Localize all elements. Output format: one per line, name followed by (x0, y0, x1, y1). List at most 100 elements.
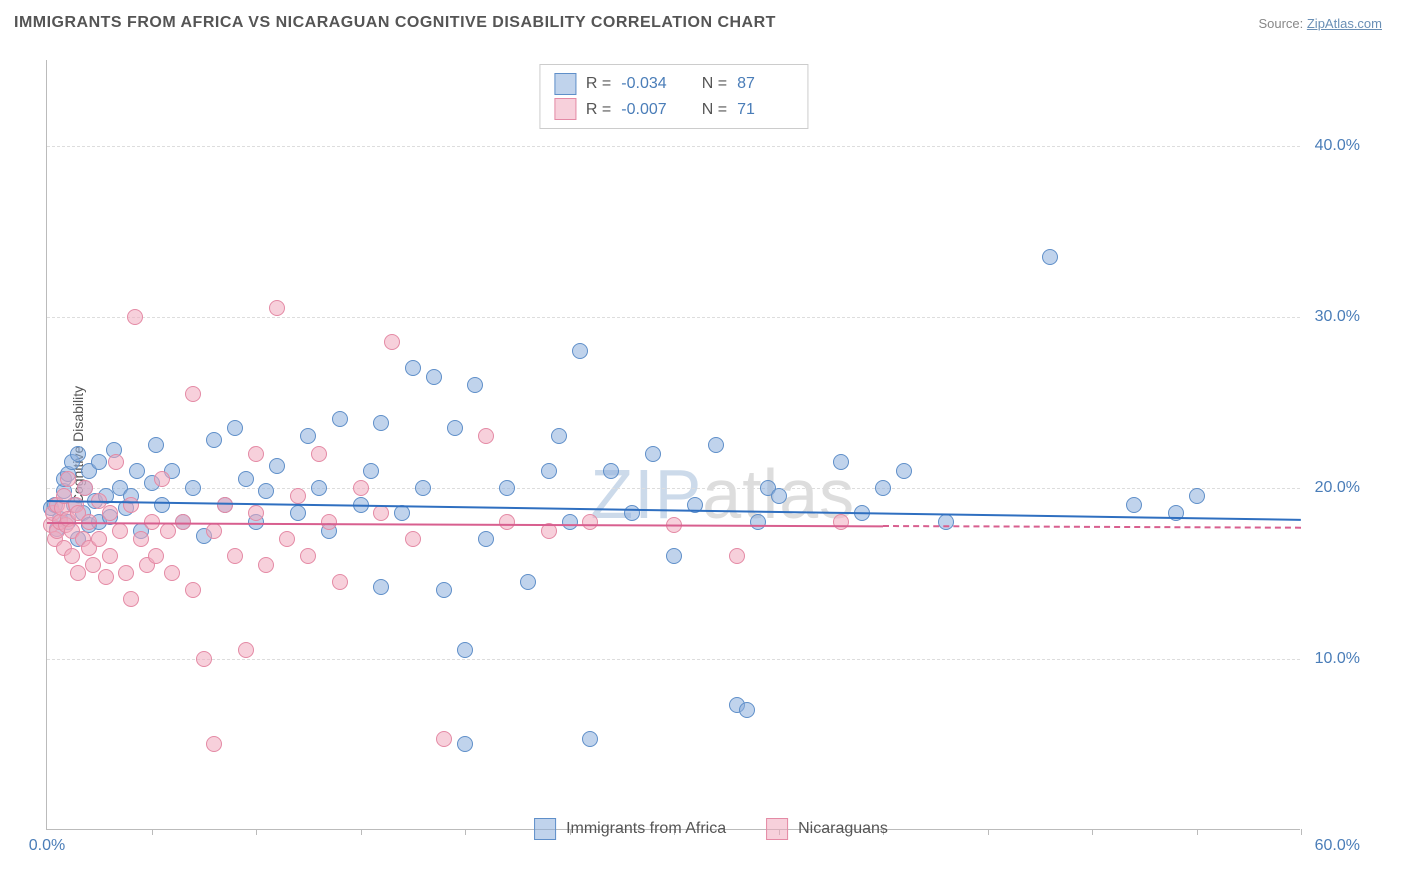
data-point-africa (467, 377, 483, 393)
data-point-nicaraguans (118, 565, 134, 581)
data-point-africa (541, 463, 557, 479)
data-point-nicaraguans (373, 505, 389, 521)
data-point-africa (373, 579, 389, 595)
data-point-nicaraguans (102, 505, 118, 521)
data-point-africa (363, 463, 379, 479)
data-point-nicaraguans (227, 548, 243, 564)
legend-item-nicaraguans: Nicaraguans (766, 818, 888, 840)
data-point-nicaraguans (384, 334, 400, 350)
data-point-nicaraguans (499, 514, 515, 530)
legend-swatch-africa (554, 73, 576, 95)
data-point-africa (415, 480, 431, 496)
data-point-nicaraguans (164, 565, 180, 581)
data-point-africa (405, 360, 421, 376)
data-point-africa (603, 463, 619, 479)
series-legend: Immigrants from Africa Nicaraguans (534, 818, 888, 840)
stat-n-value: 71 (737, 97, 793, 123)
data-point-africa (520, 574, 536, 590)
data-point-nicaraguans (258, 557, 274, 573)
legend-swatch-nicaraguans (554, 98, 576, 120)
data-point-africa (645, 446, 661, 462)
source-attribution: Source: ZipAtlas.com (1258, 16, 1382, 31)
data-point-nicaraguans (85, 557, 101, 573)
data-point-nicaraguans (108, 454, 124, 470)
stat-n-value: 87 (737, 71, 793, 97)
x-tick (1092, 829, 1093, 835)
data-point-africa (70, 446, 86, 462)
data-point-africa (373, 415, 389, 431)
source-link[interactable]: ZipAtlas.com (1307, 16, 1382, 31)
data-point-nicaraguans (64, 548, 80, 564)
y-tick-label: 40.0% (1315, 137, 1360, 155)
data-point-africa (833, 454, 849, 470)
legend-label: Nicaraguans (798, 820, 888, 837)
data-point-africa (148, 437, 164, 453)
data-point-nicaraguans (238, 642, 254, 658)
data-point-nicaraguans (123, 497, 139, 513)
data-point-nicaraguans (478, 428, 494, 444)
gridline-h (47, 488, 1300, 489)
data-point-nicaraguans (321, 514, 337, 530)
data-point-nicaraguans (436, 731, 452, 747)
legend-swatch-africa (534, 818, 556, 840)
stat-n-label: N = (702, 97, 727, 123)
data-point-africa (436, 582, 452, 598)
data-point-nicaraguans (154, 471, 170, 487)
data-point-nicaraguans (405, 531, 421, 547)
data-point-nicaraguans (148, 548, 164, 564)
stat-n-label: N = (702, 71, 727, 97)
stat-r-value: -0.034 (621, 71, 677, 97)
data-point-nicaraguans (248, 505, 264, 521)
x-tick (361, 829, 362, 835)
data-point-africa (1042, 249, 1058, 265)
data-point-africa (551, 428, 567, 444)
data-point-nicaraguans (332, 574, 348, 590)
y-tick-label: 20.0% (1315, 479, 1360, 497)
data-point-africa (771, 488, 787, 504)
data-point-africa (206, 432, 222, 448)
data-point-nicaraguans (248, 446, 264, 462)
data-point-nicaraguans (70, 565, 86, 581)
data-point-nicaraguans (185, 582, 201, 598)
data-point-africa (739, 702, 755, 718)
data-point-nicaraguans (269, 300, 285, 316)
data-point-africa (91, 454, 107, 470)
data-point-nicaraguans (102, 548, 118, 564)
data-point-nicaraguans (77, 480, 93, 496)
data-point-africa (1189, 488, 1205, 504)
data-point-africa (457, 642, 473, 658)
data-point-africa (185, 480, 201, 496)
data-point-nicaraguans (279, 531, 295, 547)
data-point-africa (708, 437, 724, 453)
watermark: ZIPatlas (590, 454, 855, 534)
chart-title: IMMIGRANTS FROM AFRICA VS NICARAGUAN COG… (14, 14, 776, 32)
data-point-nicaraguans (833, 514, 849, 530)
x-tick (152, 829, 153, 835)
gridline-h (47, 659, 1300, 660)
data-point-africa (478, 531, 494, 547)
y-tick-label: 10.0% (1315, 650, 1360, 668)
data-point-nicaraguans (290, 488, 306, 504)
data-point-nicaraguans (123, 591, 139, 607)
data-point-nicaraguans (206, 523, 222, 539)
data-point-africa (154, 497, 170, 513)
stats-row-africa: R = -0.034 N = 87 (554, 71, 793, 97)
x-tick (1301, 829, 1302, 835)
data-point-africa (499, 480, 515, 496)
data-point-africa (258, 483, 274, 499)
data-point-africa (572, 343, 588, 359)
data-point-africa (332, 411, 348, 427)
data-point-africa (227, 420, 243, 436)
data-point-nicaraguans (60, 471, 76, 487)
data-point-nicaraguans (196, 651, 212, 667)
data-point-africa (300, 428, 316, 444)
data-point-africa (750, 514, 766, 530)
data-point-nicaraguans (91, 531, 107, 547)
chart-container: Cognitive Disability ZIPatlas R = -0.034… (46, 60, 1376, 840)
data-point-africa (582, 731, 598, 747)
data-point-africa (457, 736, 473, 752)
data-point-nicaraguans (300, 548, 316, 564)
data-point-africa (311, 480, 327, 496)
legend-label: Immigrants from Africa (566, 820, 726, 837)
gridline-h (47, 146, 1300, 147)
